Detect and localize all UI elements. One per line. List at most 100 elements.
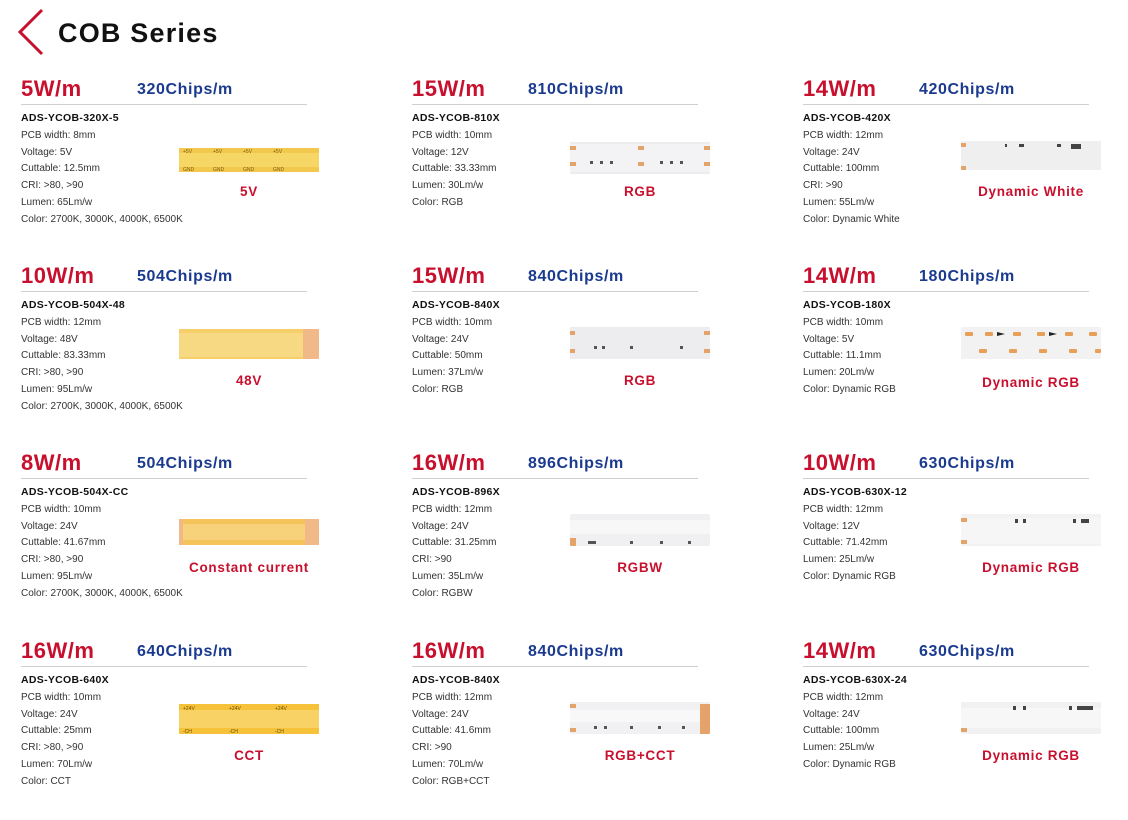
strip-type-label: RGBW: [617, 560, 663, 575]
yellow-cob-strip-icon: [179, 327, 319, 359]
spec-item: Voltage: 48V: [21, 333, 78, 345]
chip-density: 640Chips/m: [137, 643, 233, 660]
spec-item: Color: Dynamic White: [803, 213, 900, 225]
product-card: 16W/m 840Chips/m ADS-YCOB-840X PCB width…: [412, 638, 712, 818]
spec-list: PCB width: 10mm Voltage: 24V Cuttable: 4…: [21, 502, 183, 602]
spec-item: Color: RGB: [412, 383, 464, 395]
strip-type-label: Constant current: [189, 560, 309, 575]
spec-item: Lumen: 35Lm/w: [412, 570, 484, 582]
svg-text:+24V: +24V: [275, 706, 287, 712]
model-number: ADS-YCOB-320X-5: [21, 112, 119, 124]
chip-density: 180Chips/m: [919, 268, 1015, 285]
spec-item: Voltage: 24V: [21, 708, 78, 720]
spec-item: Cuttable: 12.5mm: [21, 163, 100, 175]
spec-item: Color: CCT: [21, 775, 72, 787]
page-title: COB Series: [58, 18, 219, 48]
divider: [21, 104, 307, 105]
strip-type-label: Dynamic White: [978, 184, 1084, 199]
spec-item: Voltage: 24V: [412, 520, 469, 532]
wattage: 14W/m: [803, 263, 877, 288]
product-card: 16W/m 896Chips/m ADS-YCOB-896X PCB width…: [412, 450, 712, 630]
spec-item: PCB width: 12mm: [803, 692, 884, 703]
product-card: 8W/m 504Chips/m ADS-YCOB-504X-CC PCB wid…: [21, 450, 321, 630]
spec-item: Voltage: 5V: [21, 146, 73, 158]
divider: [412, 291, 698, 292]
spec-item: Color: RGB: [412, 196, 464, 208]
svg-text:GND: GND: [183, 167, 195, 173]
svg-text:-CH: -CH: [275, 729, 284, 734]
model-number: ADS-YCOB-504X-CC: [21, 486, 129, 498]
product-card: 15W/m 810Chips/m ADS-YCOB-810X PCB width…: [412, 76, 712, 256]
strip-type-label: CCT: [234, 748, 264, 763]
model-number: ADS-YCOB-810X: [412, 112, 500, 124]
spec-item: PCB width: 12mm: [21, 317, 102, 328]
wattage: 15W/m: [412, 263, 486, 288]
spec-item: Cuttable: 41.67mm: [21, 537, 106, 549]
spec-item: Cuttable: 31.25mm: [412, 537, 497, 549]
spec-list: PCB width: 12mm Voltage: 24V Cuttable: 4…: [412, 690, 492, 790]
spec-item: CRI: >90: [412, 554, 452, 566]
model-number: ADS-YCOB-180X: [803, 299, 891, 311]
spec-item: Voltage: 12V: [412, 146, 469, 158]
divider: [803, 666, 1089, 667]
strip-type-label: Dynamic RGB: [982, 375, 1080, 390]
spec-item: Cuttable: 100mm: [803, 163, 880, 175]
spec-item: Lumen: 20Lm/w: [803, 367, 875, 379]
diamond-logo-icon: [17, 8, 44, 56]
white-rgbcct-strip-icon: [570, 702, 710, 734]
spec-item: Color: RGB+CCT: [412, 775, 490, 787]
spec-item: Lumen: 95Lm/w: [21, 570, 93, 582]
strip-type-label: RGB: [623, 373, 657, 388]
spec-item: Color: Dynamic RGB: [803, 383, 896, 395]
spec-list: PCB width: 12mm Voltage: 24V Cuttable: 1…: [803, 690, 896, 774]
product-card: 14W/m 630Chips/m ADS-YCOB-630X-24 PCB wi…: [803, 638, 1103, 818]
divider: [803, 291, 1089, 292]
svg-text:GND: GND: [273, 167, 285, 173]
white-rgb-strip-icon: [570, 142, 710, 174]
white-dynamic-strip-icon: [961, 138, 1101, 170]
spec-item: PCB width: 10mm: [21, 692, 102, 703]
spec-item: CRI: >90: [803, 180, 843, 192]
spec-item: Voltage: 24V: [803, 708, 860, 720]
divider: [21, 666, 307, 667]
spec-list: PCB width: 12mm Voltage: 24V Cuttable: 1…: [803, 128, 900, 228]
chip-density: 420Chips/m: [919, 81, 1015, 98]
spec-item: Lumen: 65Lm/w: [21, 196, 93, 208]
spec-item: PCB width: 10mm: [412, 317, 493, 328]
model-number: ADS-YCOB-420X: [803, 112, 891, 124]
spec-item: Voltage: 24V: [803, 146, 860, 158]
chip-density: 504Chips/m: [137, 455, 233, 472]
spec-list: PCB width: 10mm Voltage: 5V Cuttable: 11…: [803, 315, 896, 399]
chip-density: 320Chips/m: [137, 81, 233, 98]
strip-type-label: Dynamic RGB: [982, 560, 1080, 575]
svg-text:+5V: +5V: [243, 149, 253, 155]
spec-item: PCB width: 12mm: [412, 504, 493, 515]
svg-text:+5V: +5V: [273, 149, 283, 155]
spec-item: Cuttable: 33.33mm: [412, 163, 497, 175]
white-rgb-strip-icon: [570, 327, 710, 359]
spec-list: PCB width: 8mm Voltage: 5V Cuttable: 12.…: [21, 128, 183, 228]
spec-item: PCB width: 12mm: [803, 130, 884, 141]
spec-item: Lumen: 25Lm/w: [803, 742, 875, 754]
model-number: ADS-YCOB-630X-12: [803, 486, 907, 498]
wattage: 16W/m: [21, 638, 95, 663]
product-card: 10W/m 630Chips/m ADS-YCOB-630X-12 PCB wi…: [803, 450, 1103, 630]
svg-text:+5V: +5V: [213, 149, 223, 155]
spec-item: Cuttable: 100mm: [803, 725, 880, 737]
spec-list: PCB width: 12mm Voltage: 48V Cuttable: 8…: [21, 315, 183, 415]
chip-density: 504Chips/m: [137, 268, 233, 285]
wattage: 10W/m: [21, 263, 95, 288]
spec-item: CRI: >90: [412, 742, 452, 754]
chip-density: 896Chips/m: [528, 455, 624, 472]
spec-item: Cuttable: 41.6mm: [412, 725, 491, 737]
spec-item: Voltage: 24V: [412, 333, 469, 345]
svg-text:+5V: +5V: [183, 149, 193, 155]
wattage: 14W/m: [803, 638, 877, 663]
divider: [412, 666, 698, 667]
divider: [21, 478, 307, 479]
wattage: 10W/m: [803, 450, 877, 475]
product-card: 10W/m 504Chips/m ADS-YCOB-504X-48 PCB wi…: [21, 263, 321, 443]
wattage: 8W/m: [21, 450, 82, 475]
page-header: COB Series: [8, 6, 408, 56]
wattage: 14W/m: [803, 76, 877, 101]
